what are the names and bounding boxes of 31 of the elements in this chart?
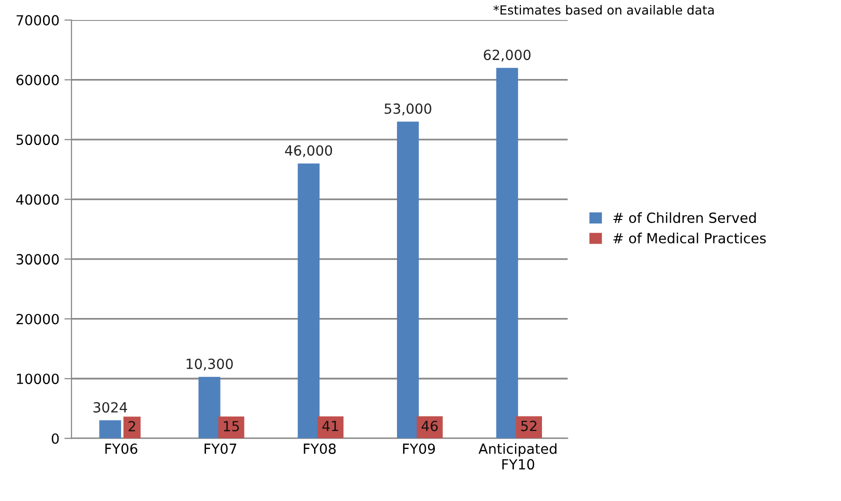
y-tick-label: 70000 [16, 15, 59, 26]
data-label: 15 [224, 421, 239, 432]
bar [298, 163, 320, 438]
data-label: 41 [322, 420, 338, 432]
data-label: 52 [521, 420, 536, 432]
bar [99, 420, 122, 438]
bar [396, 122, 419, 438]
data-label: 46 [422, 420, 438, 432]
y-tick-label: 30000 [16, 254, 59, 265]
y-tick-label: 50000 [16, 134, 59, 146]
y-tick-label: 10000 [17, 374, 59, 384]
y-tick-label: 60000 [16, 74, 59, 86]
y-tick-label: 0 [52, 433, 59, 444]
legend-label: # of Medical Practices [613, 232, 766, 244]
bar [198, 376, 220, 438]
x-tick-label: Anticipated FY10 [478, 443, 556, 470]
y-tick-label: 40000 [16, 194, 59, 205]
text: *Estimates based on available data [493, 5, 714, 15]
data-label: 62,000 [484, 50, 531, 62]
x-tick-label: FY06 [105, 443, 138, 454]
x-tick-label: FY07 [204, 443, 236, 454]
data-label: 46,000 [285, 145, 332, 158]
bar [496, 68, 518, 438]
data-label: 10,300 [186, 358, 233, 371]
data-label: 3024 [94, 402, 128, 413]
data-label: 2 [128, 420, 136, 432]
legend-label: # of Children Served [613, 212, 756, 224]
x-tick-label: FY08 [304, 443, 336, 454]
data-label: 53,000 [384, 103, 432, 116]
x-tick-label: FY09 [403, 443, 435, 454]
y-tick-label: 20000 [16, 314, 59, 324]
